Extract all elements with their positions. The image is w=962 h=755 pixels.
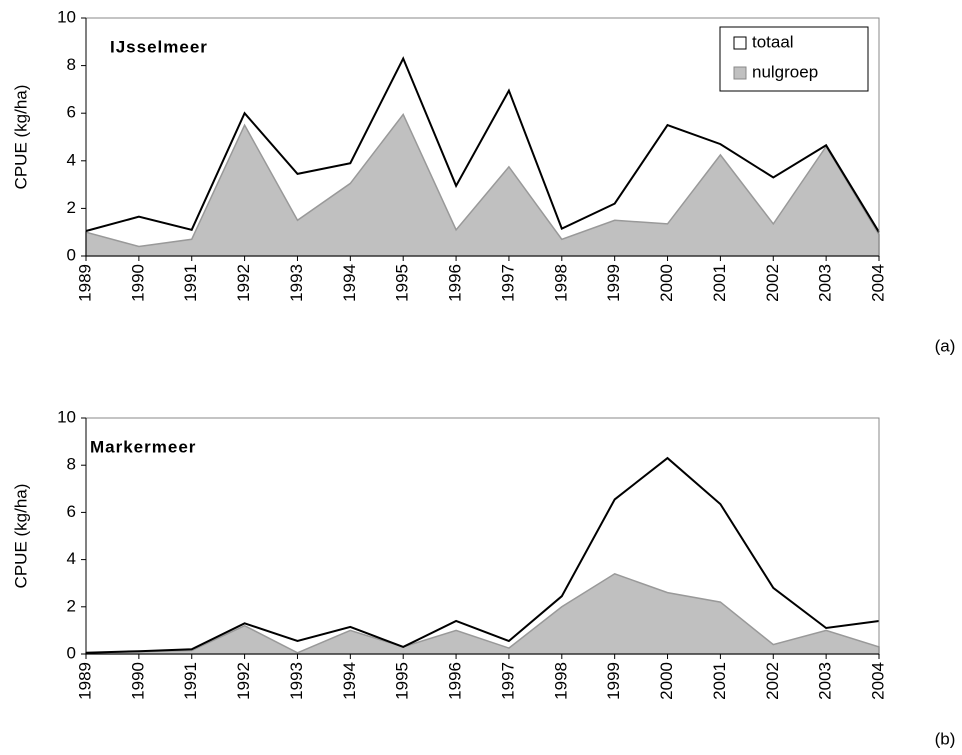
x-tick-label: 1992 <box>234 264 253 302</box>
y-tick-label: 10 <box>57 407 76 426</box>
x-tick-label: 2003 <box>816 264 835 302</box>
panel-title: Markermeer <box>90 437 196 456</box>
x-tick-label: 1999 <box>604 662 623 700</box>
x-tick-label: 1993 <box>287 662 306 700</box>
x-tick-label: 1997 <box>498 662 517 700</box>
area <box>85 112 880 257</box>
x-tick-label: 1992 <box>234 662 253 700</box>
x-tick-label: 2000 <box>657 264 676 302</box>
y-tick-label: 6 <box>67 103 76 122</box>
panel-title: IJsselmeer <box>110 37 208 56</box>
x-tick-label: 1995 <box>393 662 412 700</box>
y-tick-label: 2 <box>67 198 76 217</box>
x-tick-label: 1989 <box>75 264 94 302</box>
x-tick-label: 2002 <box>763 662 782 700</box>
x-tick-label: 2000 <box>657 662 676 700</box>
x-tick-label: 1994 <box>340 264 359 302</box>
x-tick-label: 1995 <box>393 264 412 302</box>
x-tick-label: 1991 <box>181 264 200 302</box>
line <box>85 456 880 654</box>
x-tick-label: 2003 <box>816 662 835 700</box>
y-tick-label: 2 <box>67 596 76 615</box>
y-tick-label: 8 <box>67 455 76 474</box>
x-tick-label: 2002 <box>763 264 782 302</box>
x-tick-label: 2004 <box>868 662 887 700</box>
x-tick-label: 1994 <box>340 662 359 700</box>
y-tick-label: 6 <box>67 502 76 521</box>
x-tick-label: 1998 <box>551 264 570 302</box>
x-tick-label: 1989 <box>75 662 94 700</box>
y-tick-label: 8 <box>67 55 76 74</box>
x-tick-label: 1991 <box>181 662 200 700</box>
x-tick-label: 1990 <box>128 264 147 302</box>
y-tick-label: 10 <box>57 7 76 26</box>
panel-label: (b) <box>935 729 956 748</box>
x-tick-label: 1996 <box>446 264 465 302</box>
x-tick-label: 2004 <box>868 264 887 302</box>
legend-label: nulgroep <box>752 62 818 81</box>
y-axis-label: CPUE (kg/ha) <box>11 85 30 190</box>
legend-label: totaal <box>752 32 794 51</box>
y-tick-label: 0 <box>67 643 76 662</box>
y-axis-label: CPUE (kg/ha) <box>11 484 30 589</box>
y-tick-label: 4 <box>67 549 76 568</box>
x-tick-label: 2001 <box>710 662 729 700</box>
legend-swatch <box>733 66 747 80</box>
x-tick-label: 2001 <box>710 264 729 302</box>
panel-label: (a) <box>935 336 956 355</box>
legend-swatch <box>733 36 747 50</box>
y-tick-label: 0 <box>67 245 76 264</box>
x-tick-label: 1997 <box>498 264 517 302</box>
x-tick-label: 1993 <box>287 264 306 302</box>
x-tick-label: 1999 <box>604 264 623 302</box>
x-tick-label: 1990 <box>128 662 147 700</box>
x-tick-label: 1998 <box>551 662 570 700</box>
y-tick-label: 4 <box>67 150 76 169</box>
line <box>85 56 880 233</box>
x-tick-label: 1996 <box>446 662 465 700</box>
plot-frame <box>85 417 880 655</box>
